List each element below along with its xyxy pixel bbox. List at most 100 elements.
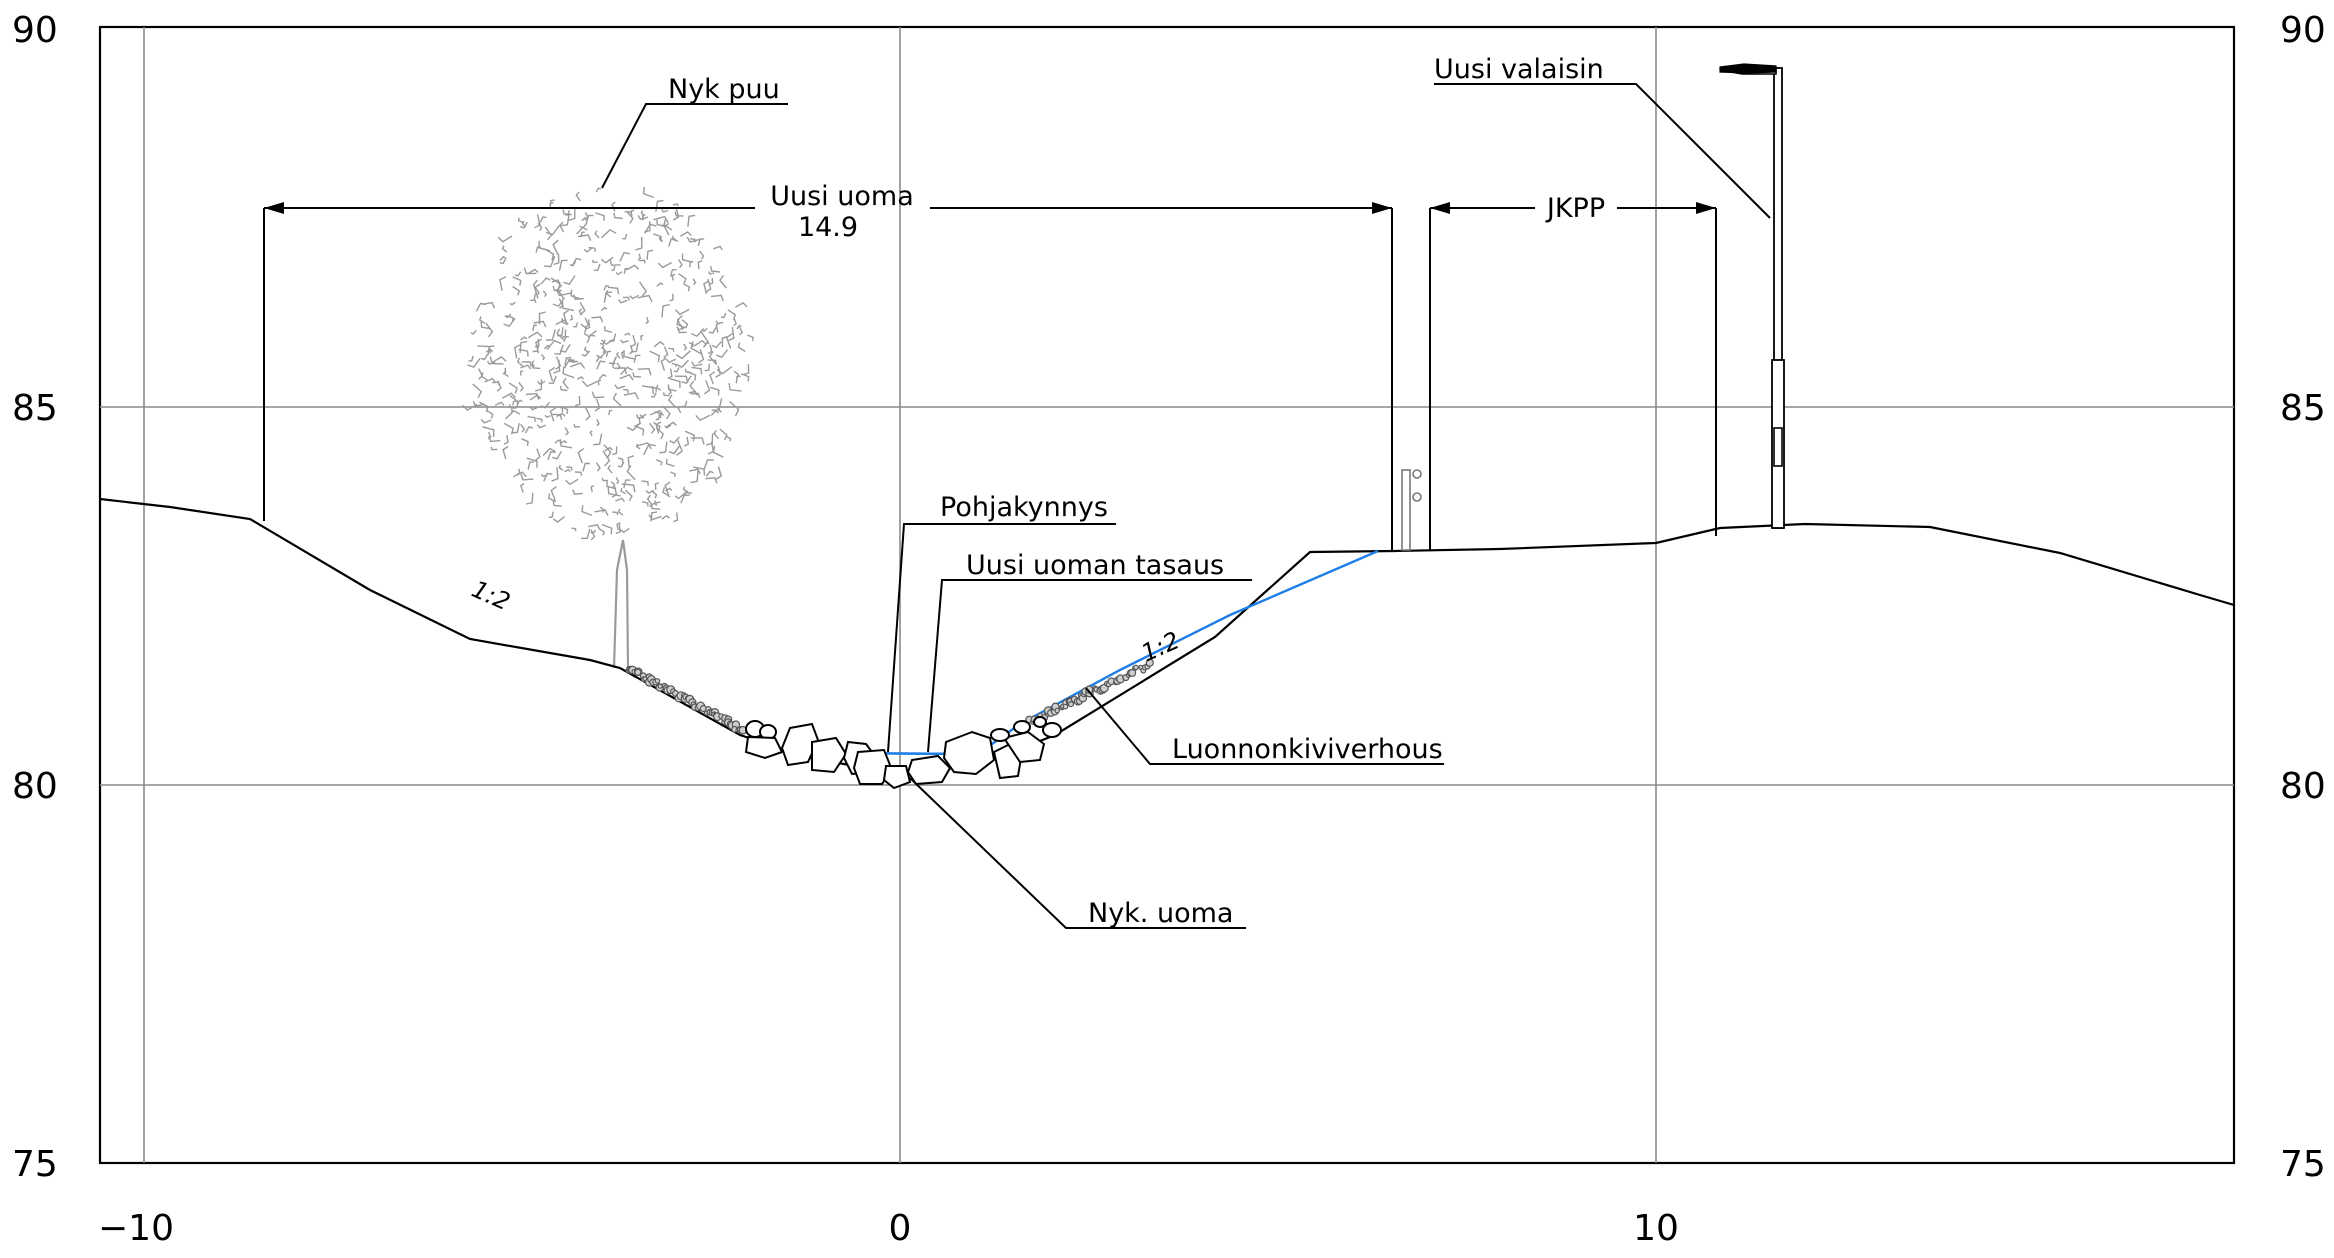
tree-leaf-mark [582,462,591,472]
tree-leaf-mark [612,362,616,369]
tree-leaf-mark [699,250,705,260]
tree-leaf-mark [521,438,529,447]
tree-leaf-mark [583,247,593,253]
tree-leaf-mark [551,413,563,420]
tree-leaf-mark [544,226,553,241]
tree-leaf-mark [637,367,652,376]
tree-leaf-mark [664,424,672,429]
boulder [744,735,784,760]
tree-leaf-mark [607,286,620,295]
tree-leaf-mark [556,328,565,341]
tree-leaf-mark [683,283,691,292]
tree-leaf-mark [549,407,557,422]
tree-leaf-mark [664,481,671,496]
tree-leaf-mark [564,468,571,473]
tree-leaf-mark [555,356,562,371]
tree-leaf-mark [504,313,512,319]
tree-leaf-mark [614,384,626,390]
tree-leaf-mark [518,381,524,392]
tree-leaf-mark [626,422,642,432]
tree-leaf-mark [638,281,648,298]
tree-leaf-mark [727,309,737,321]
tree-leaf-mark [585,214,594,224]
tree-leaf-mark [693,339,708,347]
tree-leaf-mark [684,368,692,374]
tree-leaf-mark [547,451,556,461]
elevation-label-90-right: 90 [2280,10,2326,51]
nyk-uoma-label: Nyk. uoma [1088,898,1233,929]
tree-leaf-mark [535,379,543,392]
tree-leaf-mark [621,483,636,493]
tree-leaf-mark [588,524,601,530]
tree-leaf-mark [529,406,538,411]
jkpp-arrow-right [1696,202,1716,214]
tree-leaf-mark [562,309,569,323]
tree-leaf-mark [671,273,676,281]
tree-leaf-mark [531,360,535,368]
tree-leaf-mark [526,392,540,400]
tree-leaf-mark [478,316,486,324]
tree-leaf-mark [574,471,583,476]
tree-leaf-mark [683,436,690,447]
tree-leaf-mark [477,345,492,354]
tree-leaf-mark [682,486,689,493]
tree-leaf-mark [612,392,622,407]
tree-leaf-mark [669,269,677,277]
tree-leaf-mark [548,493,557,503]
tree-leaf-mark [559,385,568,392]
tree-leaf-mark [601,338,616,346]
tree-leaf-mark [520,423,526,433]
tree-leaf-mark [594,230,600,239]
boulder [942,730,996,776]
tree-leaf-mark [611,201,616,212]
tree-leaf-mark [548,511,554,519]
tree-leaf-mark [581,528,591,540]
tree-leaf-mark [599,506,605,513]
tree-leaf-mark [517,217,524,224]
tree-leaf-mark [674,375,689,383]
tree-leaf-mark [584,317,590,329]
tree-leaf-mark [565,478,579,486]
tree-leaf-mark [532,324,537,331]
tree-leaf-mark [569,362,586,369]
tree-leaf-mark [660,357,667,371]
tree-leaf-mark [558,298,564,309]
tree-leaf-mark [480,418,492,424]
tree-leaf-mark [733,370,740,378]
tree-leaf-mark [703,380,711,395]
tree-leaf-mark [619,366,633,376]
tree-leaf-mark [665,458,675,467]
tree-leaf-mark [612,511,619,516]
tree-leaf-mark [619,251,630,262]
tree-leaf-mark [544,414,551,419]
tree-leaf-mark [665,487,673,492]
tree-leaf-mark [710,410,720,416]
tree-leaf-mark [669,293,674,302]
tree-leaf-mark [509,404,516,409]
tree-leaf-mark [657,261,673,269]
tree-leaf-mark [502,445,509,460]
tree-leaf-mark [676,359,689,369]
tree-leaf-mark [595,187,601,193]
tree-leaf-mark [649,350,661,363]
tree-leaf-mark [585,407,591,421]
tree-leaf-mark [656,282,664,287]
dimension-arrow-left [264,202,284,214]
tree-leaf-mark [740,373,750,382]
tree-leaf-mark [601,344,607,353]
tree-leaf-mark [719,274,727,289]
tree-leaf-mark [646,494,653,506]
tree-leaf-mark [561,317,568,326]
tree-leaf-mark [526,492,534,505]
uusi-valaisin-leader [1434,83,1771,219]
callout-nyk-uoma: Nyk. uoma [909,777,1246,929]
tree-leaf-mark [672,203,679,207]
tree-leaf-mark [726,435,732,442]
tree-leaf-mark [538,311,546,325]
tree-leaf-mark [688,341,694,347]
channel-boulders [744,716,1062,790]
tree-leaf-mark [668,387,672,395]
boulder [1013,720,1031,734]
tree-leaf-mark [615,477,620,485]
tree-leaf-mark [661,221,666,227]
